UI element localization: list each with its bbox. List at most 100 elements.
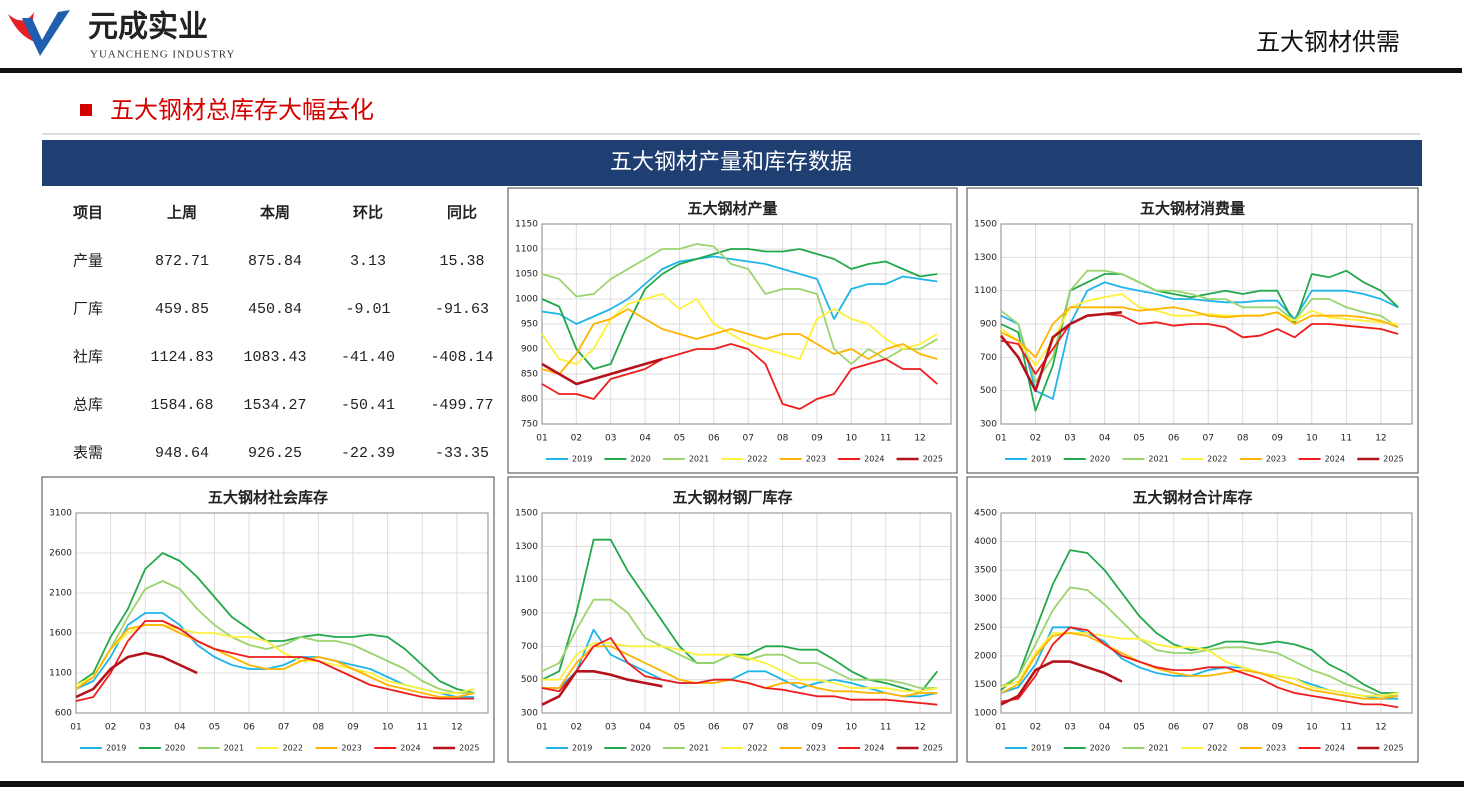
y-tick-label: 1500	[974, 680, 997, 690]
chart-frame	[966, 476, 1419, 763]
x-tick-label: 01	[536, 723, 547, 733]
y-tick-label: 1050	[515, 270, 538, 280]
x-tick-label: 08	[1237, 723, 1249, 733]
x-tick-label: 12	[451, 723, 462, 733]
legend-label: 2020	[630, 744, 650, 753]
legend-label: 2023	[341, 744, 361, 753]
y-tick-label: 600	[55, 709, 72, 719]
x-tick-label: 01	[70, 723, 81, 733]
y-tick-label: 1100	[515, 575, 538, 585]
x-tick-label: 08	[777, 434, 789, 444]
x-tick-label: 11	[880, 723, 891, 733]
series-line	[75, 651, 198, 699]
series-line	[1000, 269, 1399, 384]
x-tick-label: 05	[674, 723, 685, 733]
x-tick-label: 06	[708, 723, 720, 733]
series-line	[541, 248, 938, 370]
legend-label: 2021	[224, 744, 244, 753]
y-tick-label: 3500	[974, 566, 997, 576]
x-tick-label: 09	[347, 723, 359, 733]
x-tick-label: 08	[777, 723, 789, 733]
series-line	[1000, 281, 1399, 400]
table-cell: -41.40	[341, 349, 395, 366]
x-tick-label: 06	[1168, 723, 1180, 733]
x-tick-label: 12	[914, 434, 925, 444]
legend-label: 2020	[1090, 455, 1110, 464]
legend-label: 2022	[1207, 744, 1227, 753]
legend-label: 2022	[283, 744, 303, 753]
x-tick-label: 10	[846, 434, 858, 444]
x-tick-label: 03	[140, 723, 151, 733]
legend-label: 2022	[747, 455, 767, 464]
x-tick-label: 11	[880, 434, 891, 444]
table-cell: -9.01	[345, 301, 390, 318]
legend-label: 2020	[630, 455, 650, 464]
x-tick-label: 11	[1341, 723, 1352, 733]
chart-frame	[966, 187, 1419, 474]
y-tick-label: 300	[980, 420, 997, 430]
series-line	[541, 293, 938, 365]
table-header: 环比	[353, 204, 383, 222]
banner	[42, 140, 1422, 186]
company-name: 元成实业	[88, 10, 208, 45]
legend-label: 2024	[1325, 744, 1345, 753]
series-line	[1000, 586, 1399, 697]
x-tick-label: 02	[571, 723, 582, 733]
table-cell: 1083.43	[243, 349, 306, 366]
y-tick-label: 1600	[49, 629, 72, 639]
x-tick-label: 10	[1306, 434, 1318, 444]
legend-label: 2022	[747, 744, 767, 753]
table-cell: 3.13	[350, 253, 386, 270]
y-tick-label: 500	[980, 386, 997, 396]
table-header: 项目	[73, 204, 103, 222]
x-tick-label: 02	[1030, 723, 1041, 733]
x-tick-label: 02	[571, 434, 582, 444]
x-tick-label: 07	[742, 434, 753, 444]
top-rule	[0, 68, 1462, 73]
table-cell: 15.38	[439, 253, 484, 270]
x-tick-label: 01	[995, 434, 1006, 444]
table-cell: 厂库	[73, 300, 103, 318]
x-tick-label: 07	[742, 723, 753, 733]
plot-frame	[1000, 512, 1413, 714]
table-cell: 1124.83	[150, 349, 213, 366]
y-tick-label: 700	[521, 642, 538, 652]
y-tick-label: 3100	[49, 509, 72, 519]
y-tick-label: 4500	[974, 509, 997, 519]
x-tick-label: 04	[174, 723, 186, 733]
chart-frame	[507, 187, 958, 474]
legend-label: 2024	[400, 744, 420, 753]
table-cell: 450.84	[248, 301, 302, 318]
x-tick-label: 08	[1237, 434, 1249, 444]
legend-label: 2021	[689, 455, 709, 464]
table-cell: 1534.27	[243, 397, 306, 414]
x-tick-label: 02	[105, 723, 116, 733]
y-tick-label: 900	[521, 609, 538, 619]
section-title: 五大钢材总库存大幅去化	[110, 96, 374, 124]
table-cell: -50.41	[341, 397, 395, 414]
y-tick-label: 700	[980, 353, 997, 363]
plot-frame	[75, 512, 489, 714]
table-cell: -22.39	[341, 445, 395, 462]
x-tick-label: 09	[811, 434, 823, 444]
x-tick-label: 08	[313, 723, 325, 733]
series-line	[541, 308, 938, 375]
table-cell: -33.35	[435, 445, 489, 462]
legend-label: 2023	[1266, 455, 1286, 464]
bullet	[80, 104, 92, 116]
y-tick-label: 900	[980, 320, 997, 330]
page-title: 五大钢材供需	[1256, 28, 1400, 56]
y-tick-label: 950	[521, 320, 538, 330]
legend-label: 2024	[864, 455, 884, 464]
table-cell: -408.14	[430, 349, 493, 366]
table-header: 同比	[447, 204, 477, 222]
x-tick-label: 06	[1168, 434, 1180, 444]
y-tick-label: 1000	[974, 709, 997, 719]
legend-label: 2021	[1148, 455, 1168, 464]
x-tick-label: 01	[995, 723, 1006, 733]
y-tick-label: 1300	[515, 542, 538, 552]
y-tick-label: 2000	[974, 651, 997, 661]
x-tick-label: 02	[1030, 434, 1041, 444]
plot-frame	[541, 512, 952, 714]
